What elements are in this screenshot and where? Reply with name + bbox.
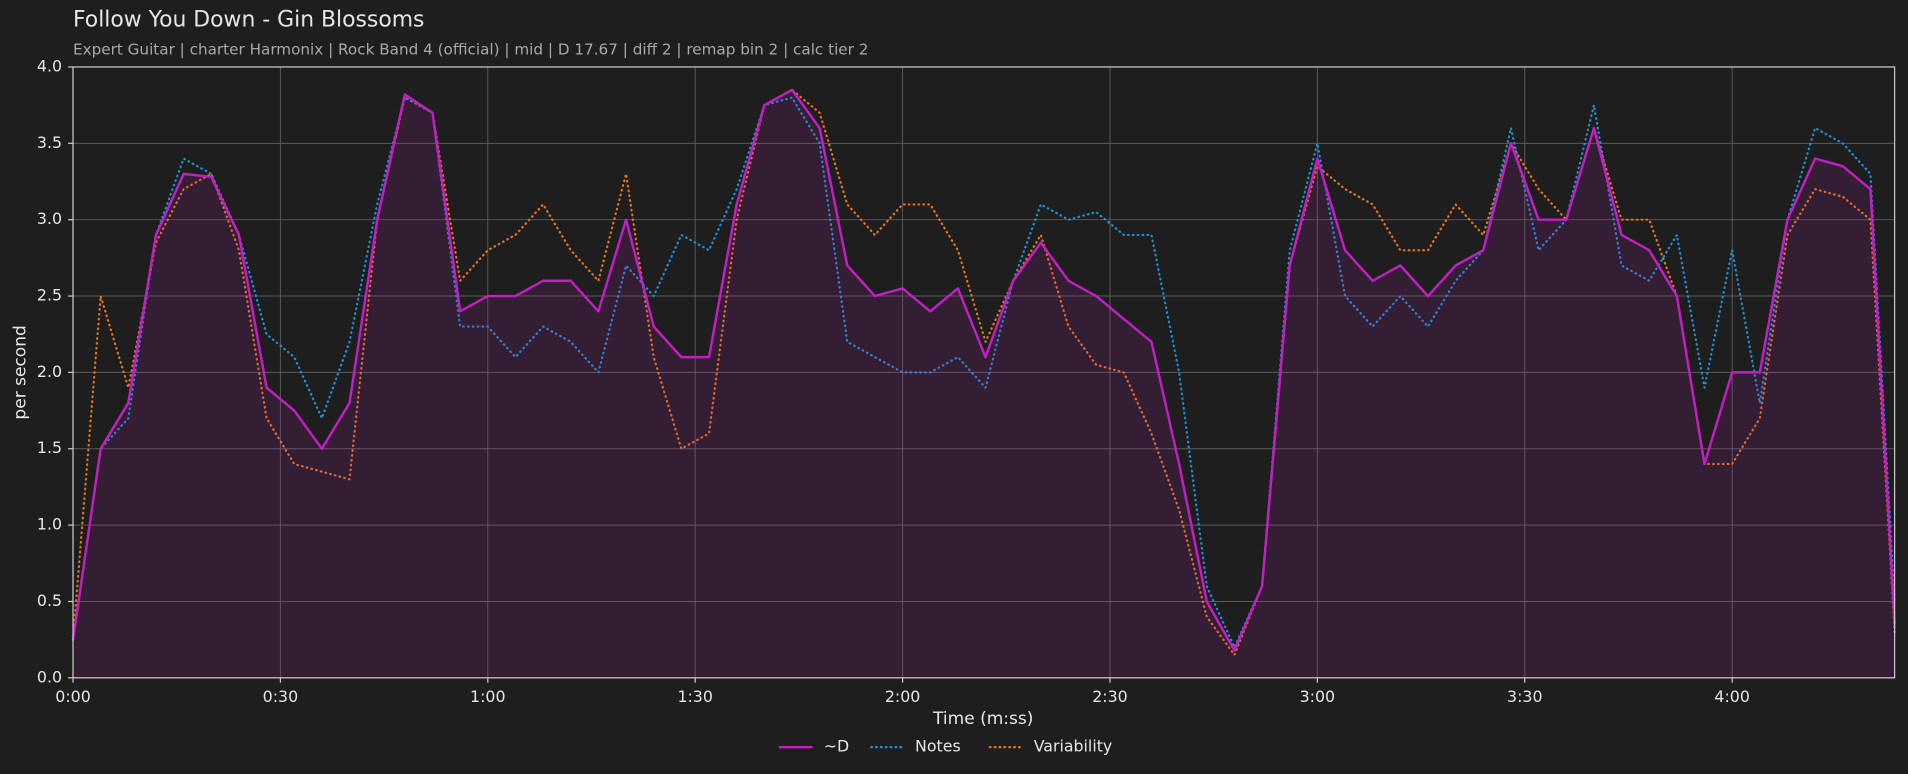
y-tick-label: 3.5 — [37, 133, 62, 152]
x-tick-label: 0:00 — [55, 687, 90, 706]
y-tick-label: 2.0 — [37, 362, 62, 381]
line — [71, 88, 1896, 652]
x-tick-label: 1:00 — [470, 687, 505, 706]
x-tick-label: 3:00 — [1300, 687, 1335, 706]
y-tick-label: 2.5 — [37, 286, 62, 305]
x-tick-label: 4:00 — [1714, 687, 1749, 706]
y-tick-label: 4.0 — [37, 56, 62, 75]
y-tick-label: 0.0 — [37, 667, 62, 686]
chart-title: Follow You Down - Gin Blossoms — [73, 8, 424, 33]
plot-frame — [72, 66, 1896, 679]
chart-subtitle: Expert Guitar | charter Harmonix | Rock … — [73, 40, 868, 58]
legend-label: ~D — [824, 737, 849, 756]
x-tick-label: 0:30 — [263, 687, 298, 706]
x-tick-label: 2:30 — [1092, 687, 1127, 706]
x-tick-label: 2:00 — [885, 687, 920, 706]
x-axis-label: Time (m:ss) — [932, 709, 1033, 729]
legend-label: Variability — [1034, 737, 1113, 756]
y-tick-label: 1.0 — [37, 515, 62, 534]
x-tick-label: 1:30 — [677, 687, 712, 706]
y-axis-label: per second — [11, 325, 31, 419]
y-tick-label: 1.5 — [37, 438, 62, 457]
area — [73, 89, 1895, 678]
y-tick-label: 3.0 — [37, 209, 62, 228]
y-tick-label: 0.5 — [37, 591, 62, 610]
x-tick-label: 3:30 — [1507, 687, 1542, 706]
line — [71, 96, 1896, 649]
legend-label: Notes — [915, 737, 961, 756]
